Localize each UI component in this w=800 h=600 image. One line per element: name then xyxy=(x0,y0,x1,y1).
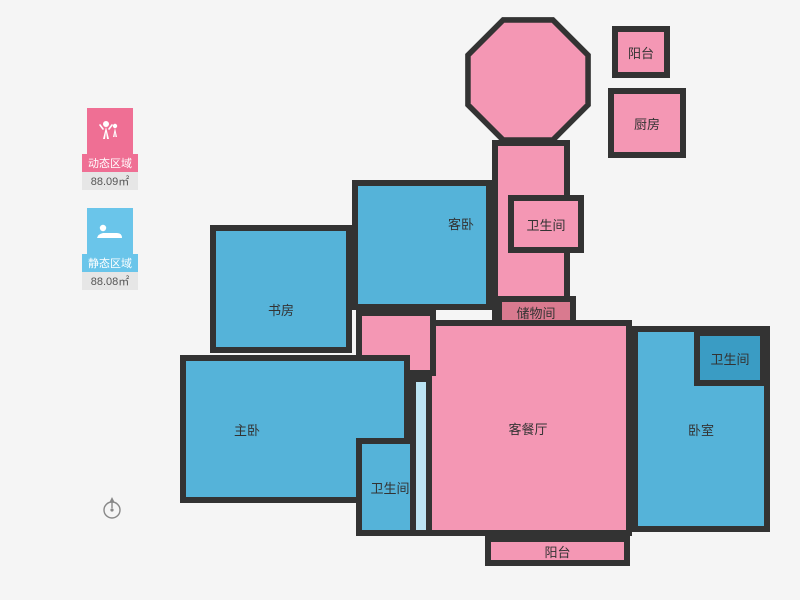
room-label-bath_top: 卫生间 xyxy=(526,215,565,234)
room-label-kitchen: 厨房 xyxy=(634,114,660,133)
room-kitchen: 厨房 xyxy=(608,88,686,158)
room-label-bath_bedroom: 卫生间 xyxy=(710,349,749,368)
room-label-living: 客餐厅 xyxy=(508,419,547,438)
room-label-study: 书房 xyxy=(268,300,294,319)
legend-static: 静态区域 88.08㎡ xyxy=(82,208,138,290)
room-label-balcony_s: 阳台 xyxy=(544,542,570,561)
legend-static-icon-box xyxy=(87,208,133,254)
room-bath_top: 卫生间 xyxy=(508,195,584,253)
room-study: 书房 xyxy=(210,225,352,353)
legend-dynamic-icon-box xyxy=(87,108,133,154)
legend-dynamic: 动态区域 88.09㎡ xyxy=(82,108,138,190)
floor-plan-canvas: 动态区域 88.09㎡ 静态区域 88.08㎡ 阳台厨房卫生间客卧书房储物间客餐… xyxy=(0,0,800,600)
legend-static-value: 88.08㎡ xyxy=(82,272,138,290)
room-guest_room: 客卧 xyxy=(352,180,492,310)
room-bath_bedroom: 卫生间 xyxy=(694,330,766,386)
legend-dynamic-value: 88.09㎡ xyxy=(82,172,138,190)
rest-icon xyxy=(95,220,125,242)
room-label-bath_master: 卫生间 xyxy=(370,478,409,497)
room-label-guest_room: 客卧 xyxy=(448,214,474,233)
room-label-bedroom: 卧室 xyxy=(688,420,714,439)
legend-static-title: 静态区域 xyxy=(82,254,138,272)
room-balcony_s: 阳台 xyxy=(485,536,630,566)
legend-dynamic-title: 动态区域 xyxy=(82,154,138,172)
room-balcony_ne: 阳台 xyxy=(612,26,670,78)
room-passage_left xyxy=(410,376,432,536)
compass-icon xyxy=(100,495,124,519)
room-label-master: 主卧 xyxy=(234,420,260,439)
people-icon xyxy=(96,117,124,145)
room-living: 客餐厅 xyxy=(424,320,632,536)
room-label-balcony_ne: 阳台 xyxy=(628,43,654,62)
room-label-storage: 储物间 xyxy=(516,303,555,322)
room-octagon-bay xyxy=(460,12,596,148)
